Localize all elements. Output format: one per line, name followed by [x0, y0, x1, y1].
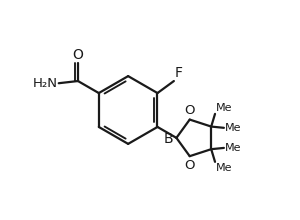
- Text: F: F: [175, 66, 183, 80]
- Text: Me: Me: [225, 143, 241, 153]
- Text: O: O: [184, 104, 195, 117]
- Text: O: O: [73, 48, 83, 62]
- Text: O: O: [184, 159, 195, 172]
- Text: Me: Me: [225, 123, 241, 133]
- Text: H₂N: H₂N: [33, 77, 58, 90]
- Text: Me: Me: [216, 163, 232, 172]
- Text: B: B: [164, 132, 174, 146]
- Text: Me: Me: [216, 103, 232, 113]
